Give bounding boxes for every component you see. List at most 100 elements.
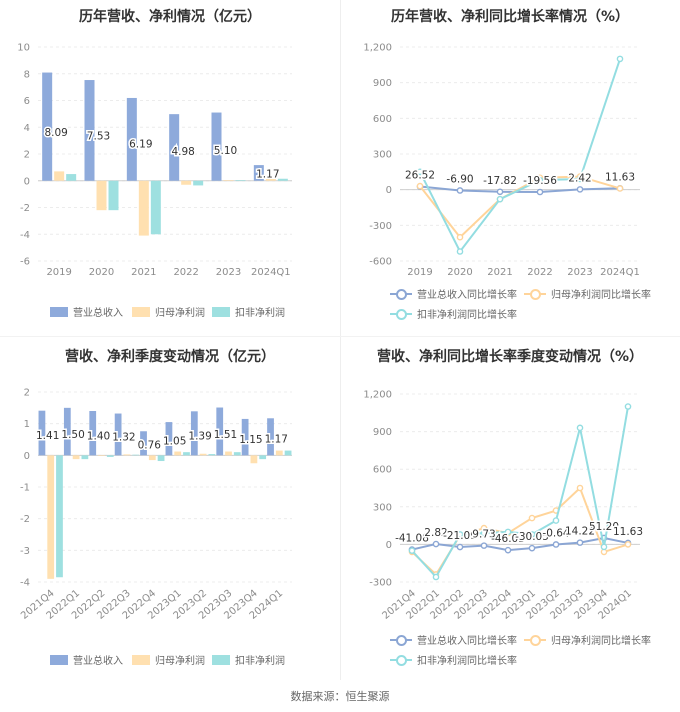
legend-item-deducted-growth[interactable]: 扣非净利润同比增长率: [390, 306, 517, 321]
bar-revenue: [89, 411, 97, 456]
bar-net-profit: [54, 171, 65, 181]
bar-net-profit: [98, 455, 105, 456]
bar-deducted-profit: [284, 450, 292, 456]
legend-swatch: [524, 634, 546, 646]
data-label: 1.17: [265, 434, 288, 446]
bar-net-profit: [148, 455, 156, 461]
point-deducted-growth: [600, 543, 608, 551]
data-label: 1.41: [36, 430, 59, 442]
point-revenue-growth: [432, 540, 440, 548]
chart-title: 营收、净利季度变动情况（亿元）: [65, 349, 275, 365]
point-deducted-growth: [504, 528, 512, 536]
legend-swatch: [50, 654, 68, 665]
y-tick-label: -6: [20, 257, 30, 268]
point-deducted-growth: [496, 195, 504, 203]
point-revenue-growth: [552, 541, 560, 548]
bar-revenue: [84, 80, 95, 181]
quarterly-growth-chart: 1,2009006003000-3002021Q42022Q12022Q2202…: [363, 390, 644, 622]
bar-revenue: [38, 410, 46, 456]
legend-swatch: [132, 654, 150, 665]
legend-label: 归母净利润同比增长率: [551, 290, 651, 301]
point-revenue-growth: [576, 539, 584, 546]
chart-title: 营收、净利同比增长率季度变动情况（%）: [376, 349, 644, 365]
chart-legend: 营业总收入同比增长率 归母净利润同比增长率 扣非净利润同比增长率: [340, 286, 680, 326]
data-label: 1.39: [188, 431, 211, 443]
point-revenue-growth: [480, 542, 488, 549]
data-label: 8.09: [44, 127, 67, 139]
point-net-growth: [624, 541, 632, 548]
point-revenue-growth: [576, 186, 584, 193]
bar-net-profit: [265, 178, 276, 181]
legend-item-net-growth[interactable]: 归母净利润同比增长率: [524, 632, 651, 647]
data-label: 9.73: [472, 529, 495, 541]
bar-revenue: [126, 97, 137, 181]
annual-amount-chart: 10 8 6 4 2 0 -2 -4 -6 2019 2020 2021 2022 2023 2024Q1 8…: [17, 43, 292, 278]
bar-revenue: [63, 407, 71, 456]
bar-net-profit: [174, 451, 182, 456]
bar-revenue: [140, 431, 147, 456]
legend-swatch: [50, 306, 68, 317]
bar-deducted-profit: [150, 180, 161, 235]
legend-item-revenue[interactable]: 营业总收入: [50, 652, 123, 667]
data-label: 1.50: [61, 429, 84, 441]
data-label: -6.90: [446, 173, 473, 185]
data-label: 0.76: [138, 440, 162, 452]
legend-item-net-growth[interactable]: 归母净利润同比增长率: [524, 286, 651, 301]
legend-item-deducted-growth[interactable]: 扣非净利润同比增长率: [390, 652, 517, 667]
point-deducted-growth: [576, 175, 584, 183]
x-tick-label: 2023: [567, 267, 592, 278]
bar-net-profit: [123, 454, 131, 456]
x-tick-label: 2020: [89, 267, 114, 278]
point-deducted-growth: [528, 531, 536, 538]
annual-growth-chart: 1,200 900 600 300 0 -300 -600 2019 2020 2021 2022 2…: [363, 43, 640, 278]
legend-label: 营业总收入: [73, 308, 123, 319]
y-tick-label: -3: [20, 546, 30, 557]
bar-net-profit: [223, 180, 234, 181]
legend-label: 营业总收入同比增长率: [417, 290, 517, 301]
line-net-growth: [419, 175, 621, 239]
y-tick-label: -2: [20, 203, 30, 214]
bar-net-profit: [199, 453, 207, 456]
panel-divider-vertical: [340, 0, 341, 680]
bar-deducted-profit: [66, 174, 77, 181]
bar-revenue: [267, 418, 274, 456]
legend-item-deducted-profit[interactable]: 扣非净利润: [212, 652, 285, 667]
bar-revenue: [216, 407, 224, 456]
bar-deducted-profit: [81, 455, 89, 460]
y-tick-label: 0: [24, 451, 30, 462]
quarterly-amount-chart: 210-1-2-3-42021Q42022Q12022Q22022Q32022Q…: [19, 388, 292, 622]
point-deducted-growth: [456, 531, 464, 538]
x-tick-label: 2019: [407, 267, 432, 278]
data-label: 6.19: [129, 138, 152, 150]
y-tick-label: 300: [373, 502, 392, 513]
annual-growth-panel: 历年营收、净利同比增长率情况（%） 1,200 900 600 300 0 -300 -60…: [340, 0, 680, 336]
bar-net-profit: [275, 450, 283, 456]
bar-deducted-profit: [56, 455, 63, 578]
data-label: 1.17: [256, 169, 279, 181]
bar-net-profit: [250, 455, 258, 464]
point-deducted-growth: [416, 168, 424, 176]
quarterly-amount-panel: 营收、净利季度变动情况（亿元） 2 1 0 -1 -2 -3 -4 2021Q4 2022Q1 2…: [0, 336, 340, 680]
legend-swatch: [390, 654, 412, 666]
legend-item-revenue-growth[interactable]: 营业总收入同比增长率: [390, 286, 517, 301]
y-tick-label: -2: [20, 514, 30, 525]
legend-item-revenue-growth[interactable]: 营业总收入同比增长率: [390, 632, 517, 647]
data-label: -17.82: [483, 175, 517, 187]
data-label: 1.15: [239, 434, 262, 446]
legend-item-revenue[interactable]: 营业总收入: [50, 304, 123, 319]
legend-item-net-profit[interactable]: 归母净利润: [132, 304, 205, 319]
data-label: 2.82: [424, 527, 447, 539]
bar-deducted-profit: [193, 180, 204, 186]
point-deducted-growth: [480, 529, 488, 537]
legend-item-net-profit[interactable]: 归母净利润: [132, 652, 205, 667]
legend-item-deducted-profit[interactable]: 扣非净利润: [212, 304, 285, 319]
legend-swatch: [390, 634, 412, 646]
chart-legend: 营业总收入 归母净利润 扣非净利润: [0, 652, 340, 672]
line-deducted-growth: [419, 58, 621, 254]
bar-deducted-profit: [277, 178, 288, 181]
legend-swatch: [524, 288, 546, 300]
x-tick-label: 2024Q1: [251, 267, 291, 278]
point-net-growth: [576, 484, 584, 492]
bar-net-profit: [72, 455, 80, 460]
chart-title: 历年营收、净利情况（亿元）: [79, 9, 261, 25]
